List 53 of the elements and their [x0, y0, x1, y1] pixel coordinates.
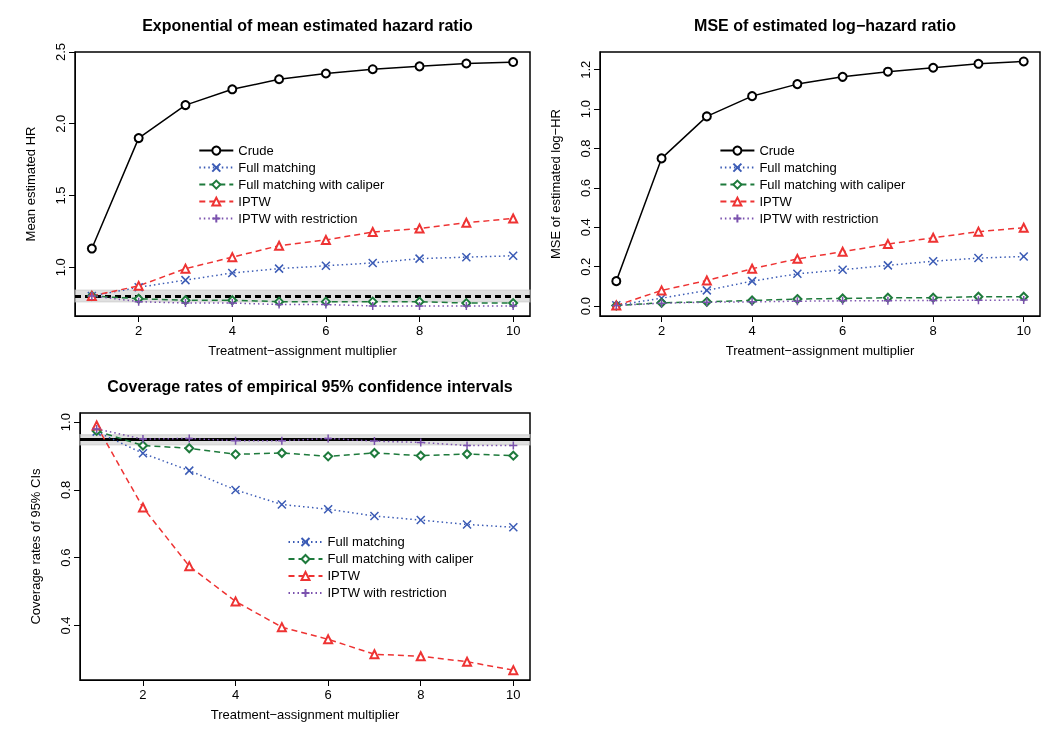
x-tick-label: 2: [135, 323, 143, 338]
legend-label: Full matching with caliper: [759, 177, 907, 193]
legend-label: Full matching: [238, 160, 316, 176]
x-tick-label: 2: [139, 687, 147, 702]
x-axis-title: Treatment−assignment multiplier: [725, 343, 915, 358]
x-tick-label: 10: [506, 687, 521, 702]
x-tick-label: 4: [228, 323, 236, 338]
y-axis-title: MSE of estimated log−HR: [548, 109, 563, 259]
legend-label: Crude: [759, 143, 795, 159]
x-axis-title: Treatment−assignment multiplier: [208, 343, 398, 358]
y-tick-label: 0.8: [578, 139, 593, 158]
y-tick-label: 0.6: [58, 548, 73, 567]
y-tick-label: 1.5: [53, 186, 68, 205]
x-tick-label: 4: [748, 323, 756, 338]
legend-label: IPTW: [238, 194, 272, 210]
y-tick-label: 0.8: [58, 480, 73, 499]
x-tick-label: 10: [505, 323, 521, 338]
y-tick-label: 0.4: [58, 616, 73, 635]
legend-label: Crude: [238, 143, 274, 159]
y-axis-title: Coverage rates of 95% CIs: [28, 467, 43, 625]
x-tick-label: 6: [324, 687, 332, 702]
legend-label: Full matching with caliper: [238, 177, 385, 193]
legend-label: IPTW: [327, 568, 361, 584]
y-tick-label: 1.0: [53, 258, 68, 277]
x-tick-label: 6: [839, 323, 847, 338]
x-tick-label: 8: [929, 323, 937, 338]
y-tick-label: 1.2: [578, 60, 593, 79]
y-tick-label: 1.0: [578, 100, 593, 119]
legend-label: IPTW with restriction: [327, 585, 447, 601]
chart-title: Exponential of mean estimated hazard ratio: [142, 16, 474, 34]
legend-label: IPTW with restriction: [238, 211, 358, 227]
x-tick-label: 10: [1016, 323, 1031, 338]
x-tick-label: 8: [415, 323, 424, 338]
y-tick-label: 1.0: [58, 413, 73, 432]
x-axis-title: Treatment−assignment multiplier: [210, 707, 400, 722]
y-tick-label: 0.2: [578, 257, 593, 276]
y-tick-label: 2.0: [53, 114, 68, 133]
y-axis-title: Mean estimated HR: [23, 126, 38, 242]
y-tick-label: 0.6: [578, 178, 593, 197]
legend-label: Full matching: [327, 534, 405, 550]
legend-label: IPTW: [759, 194, 793, 210]
legend-label: Full matching: [759, 160, 837, 176]
x-tick-label: 4: [231, 687, 240, 702]
x-tick-label: 6: [322, 323, 330, 338]
legend-label: IPTW with restriction: [759, 211, 879, 227]
legend-label: Full matching with caliper: [327, 551, 475, 567]
y-tick-label: 0.4: [578, 218, 593, 237]
chart-title: Coverage rates of empirical 95% confidence intervals: [107, 377, 513, 395]
y-tick-label: 2.5: [53, 42, 68, 62]
x-tick-label: 8: [417, 687, 425, 702]
x-tick-label: 2: [657, 323, 666, 338]
y-tick-label: 0.0: [578, 297, 593, 316]
chart-title: MSE of estimated log−hazard ratio: [694, 16, 957, 34]
